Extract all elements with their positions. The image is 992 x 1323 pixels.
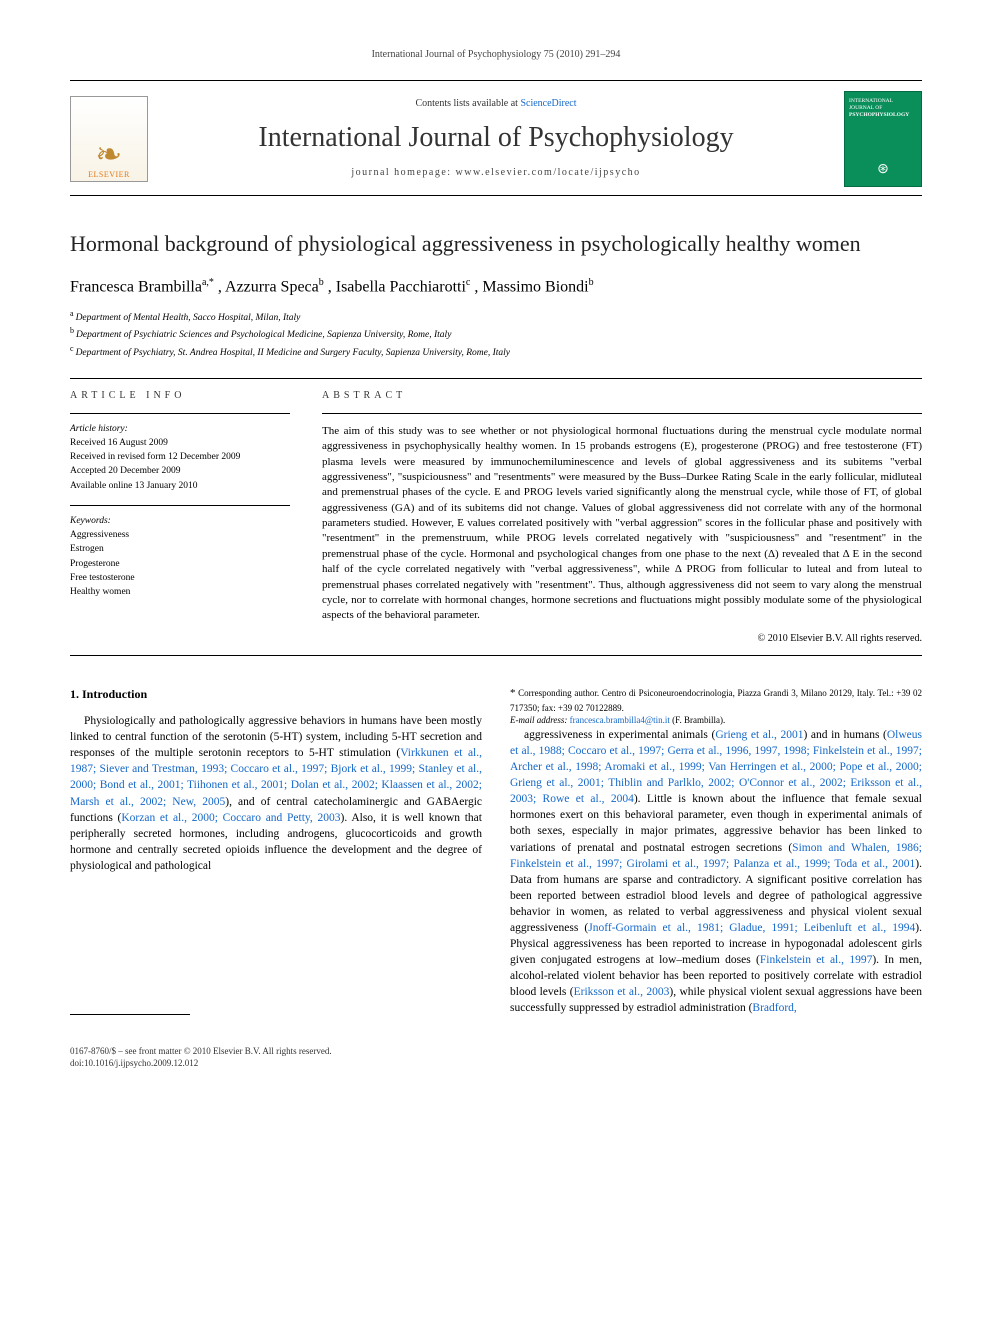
info-abstract-grid: ARTICLE INFO Article history: Received 1… xyxy=(70,389,922,645)
citation-link[interactable]: Korzan et al., 2000; Coccaro and Petty, … xyxy=(121,812,340,824)
body-paragraph: Physiologically and pathologically aggre… xyxy=(70,713,482,874)
footnotes: * Corresponding author. Centro di Psicon… xyxy=(510,686,922,727)
author-3: , Isabella Pacchiarotti xyxy=(328,278,466,295)
citation-link[interactable]: Bradford, xyxy=(752,1002,796,1014)
footnote-text: Corresponding author. Centro di Psiconeu… xyxy=(510,688,922,712)
author-1: Francesca Brambilla xyxy=(70,278,202,295)
author-2: , Azzurra Speca xyxy=(218,278,319,295)
email-label: E-mail address: xyxy=(510,715,567,725)
footer-front-matter: 0167-8760/$ – see front matter © 2010 El… xyxy=(70,1045,922,1058)
aff-sup: c xyxy=(70,344,74,353)
homepage-url[interactable]: www.elsevier.com/locate/ijpsycho xyxy=(456,167,641,178)
abstract-column: ABSTRACT The aim of this study was to se… xyxy=(322,389,922,645)
body-paragraph: aggressiveness in experimental animals (… xyxy=(510,727,922,1017)
email-footnote: E-mail address: francesca.brambilla4@tin… xyxy=(510,714,922,727)
author-1-aff: a, xyxy=(202,277,209,288)
history-item: Available online 13 January 2010 xyxy=(70,479,290,493)
affiliation-a: aDepartment of Mental Health, Sacco Hosp… xyxy=(70,308,922,325)
author-4-aff: b xyxy=(589,277,594,288)
author-2-aff: b xyxy=(319,277,324,288)
footnote-rule xyxy=(70,1014,190,1015)
affiliation-b: bDepartment of Psychiatric Sciences and … xyxy=(70,325,922,342)
history-item: Received 16 August 2009 xyxy=(70,436,290,450)
contents-line: Contents lists available at ScienceDirec… xyxy=(162,97,830,111)
divider xyxy=(70,655,922,656)
article-info-label: ARTICLE INFO xyxy=(70,389,290,403)
sciencedirect-link[interactable]: ScienceDirect xyxy=(520,98,576,109)
cover-glyph-icon: ⊛ xyxy=(849,161,917,180)
keywords-block: Keywords: Aggressiveness Estrogen Proges… xyxy=(70,514,290,600)
journal-name: International Journal of Psychophysiolog… xyxy=(162,119,830,157)
citation-link[interactable]: Eriksson et al., 2003 xyxy=(574,986,670,998)
homepage-line: journal homepage: www.elsevier.com/locat… xyxy=(162,166,830,180)
body-text: aggressiveness in experimental animals ( xyxy=(524,729,715,741)
divider xyxy=(70,413,290,414)
divider xyxy=(322,413,922,414)
aff-text: Department of Psychiatric Sciences and P… xyxy=(76,331,451,341)
journal-cover-thumbnail: INTERNATIONAL JOURNAL OF PSYCHOPHYSIOLOG… xyxy=(844,91,922,187)
divider xyxy=(70,505,290,506)
email-person: (F. Brambilla). xyxy=(672,715,725,725)
email-link[interactable]: francesca.brambilla4@tin.it xyxy=(570,715,670,725)
masthead-center: Contents lists available at ScienceDirec… xyxy=(162,97,830,180)
tree-icon: ❧ xyxy=(95,138,122,170)
page-footer: 0167-8760/$ – see front matter © 2010 El… xyxy=(70,1045,922,1070)
divider xyxy=(70,378,922,379)
homepage-prefix: journal homepage: xyxy=(351,167,455,178)
article-title: Hormonal background of physiological agg… xyxy=(70,230,922,259)
running-head: International Journal of Psychophysiolog… xyxy=(70,48,922,62)
author-4: , Massimo Biondi xyxy=(474,278,588,295)
aff-sup: a xyxy=(70,309,74,318)
aff-text: Department of Psychiatry, St. Andrea Hos… xyxy=(76,348,510,358)
corresponding-star-icon: * xyxy=(209,277,214,288)
corresponding-footnote: * Corresponding author. Centro di Psicon… xyxy=(510,686,922,714)
keyword: Healthy women xyxy=(70,585,290,599)
aff-text: Department of Mental Health, Sacco Hospi… xyxy=(76,313,301,323)
abstract-copyright: © 2010 Elsevier B.V. All rights reserved… xyxy=(322,632,922,646)
author-list: Francesca Brambillaa,* , Azzurra Specab … xyxy=(70,276,922,298)
citation-link[interactable]: Finkelstein et al., 1997 xyxy=(760,954,872,966)
masthead: ❧ ELSEVIER Contents lists available at S… xyxy=(70,80,922,196)
history-item: Received in revised form 12 December 200… xyxy=(70,450,290,464)
keyword: Free testosterone xyxy=(70,571,290,585)
citation-link[interactable]: Jnoff-Gormain et al., 1981; Gladue, 1991… xyxy=(588,922,915,934)
author-3-aff: c xyxy=(466,277,470,288)
article-info-column: ARTICLE INFO Article history: Received 1… xyxy=(70,389,290,645)
footer-doi: doi:10.1016/j.ijpsycho.2009.12.012 xyxy=(70,1057,922,1070)
body-two-column: 1. Introduction Physiologically and path… xyxy=(70,686,922,1019)
abstract-text: The aim of this study was to see whether… xyxy=(322,424,922,624)
contents-prefix: Contents lists available at xyxy=(415,98,520,109)
affiliations: aDepartment of Mental Health, Sacco Hosp… xyxy=(70,308,922,360)
abstract-label: ABSTRACT xyxy=(322,389,922,403)
section-heading-introduction: 1. Introduction xyxy=(70,686,482,703)
citation-link[interactable]: Grieng et al., 2001 xyxy=(715,729,803,741)
keyword: Aggressiveness xyxy=(70,528,290,542)
history-heading: Article history: xyxy=(70,422,290,436)
affiliation-c: cDepartment of Psychiatry, St. Andrea Ho… xyxy=(70,343,922,360)
elsevier-logo: ❧ ELSEVIER xyxy=(70,96,148,182)
keywords-heading: Keywords: xyxy=(70,514,290,528)
cover-top-text: INTERNATIONAL JOURNAL OF xyxy=(849,98,917,113)
history-item: Accepted 20 December 2009 xyxy=(70,464,290,478)
elsevier-label: ELSEVIER xyxy=(88,170,130,181)
keyword: Progesterone xyxy=(70,557,290,571)
star-icon: * xyxy=(510,687,516,699)
aff-sup: b xyxy=(70,326,74,335)
keyword: Estrogen xyxy=(70,542,290,556)
body-text: ) and in humans ( xyxy=(803,729,886,741)
cover-title-text: PSYCHOPHYSIOLOGY xyxy=(849,112,917,119)
article-history: Article history: Received 16 August 2009… xyxy=(70,422,290,493)
